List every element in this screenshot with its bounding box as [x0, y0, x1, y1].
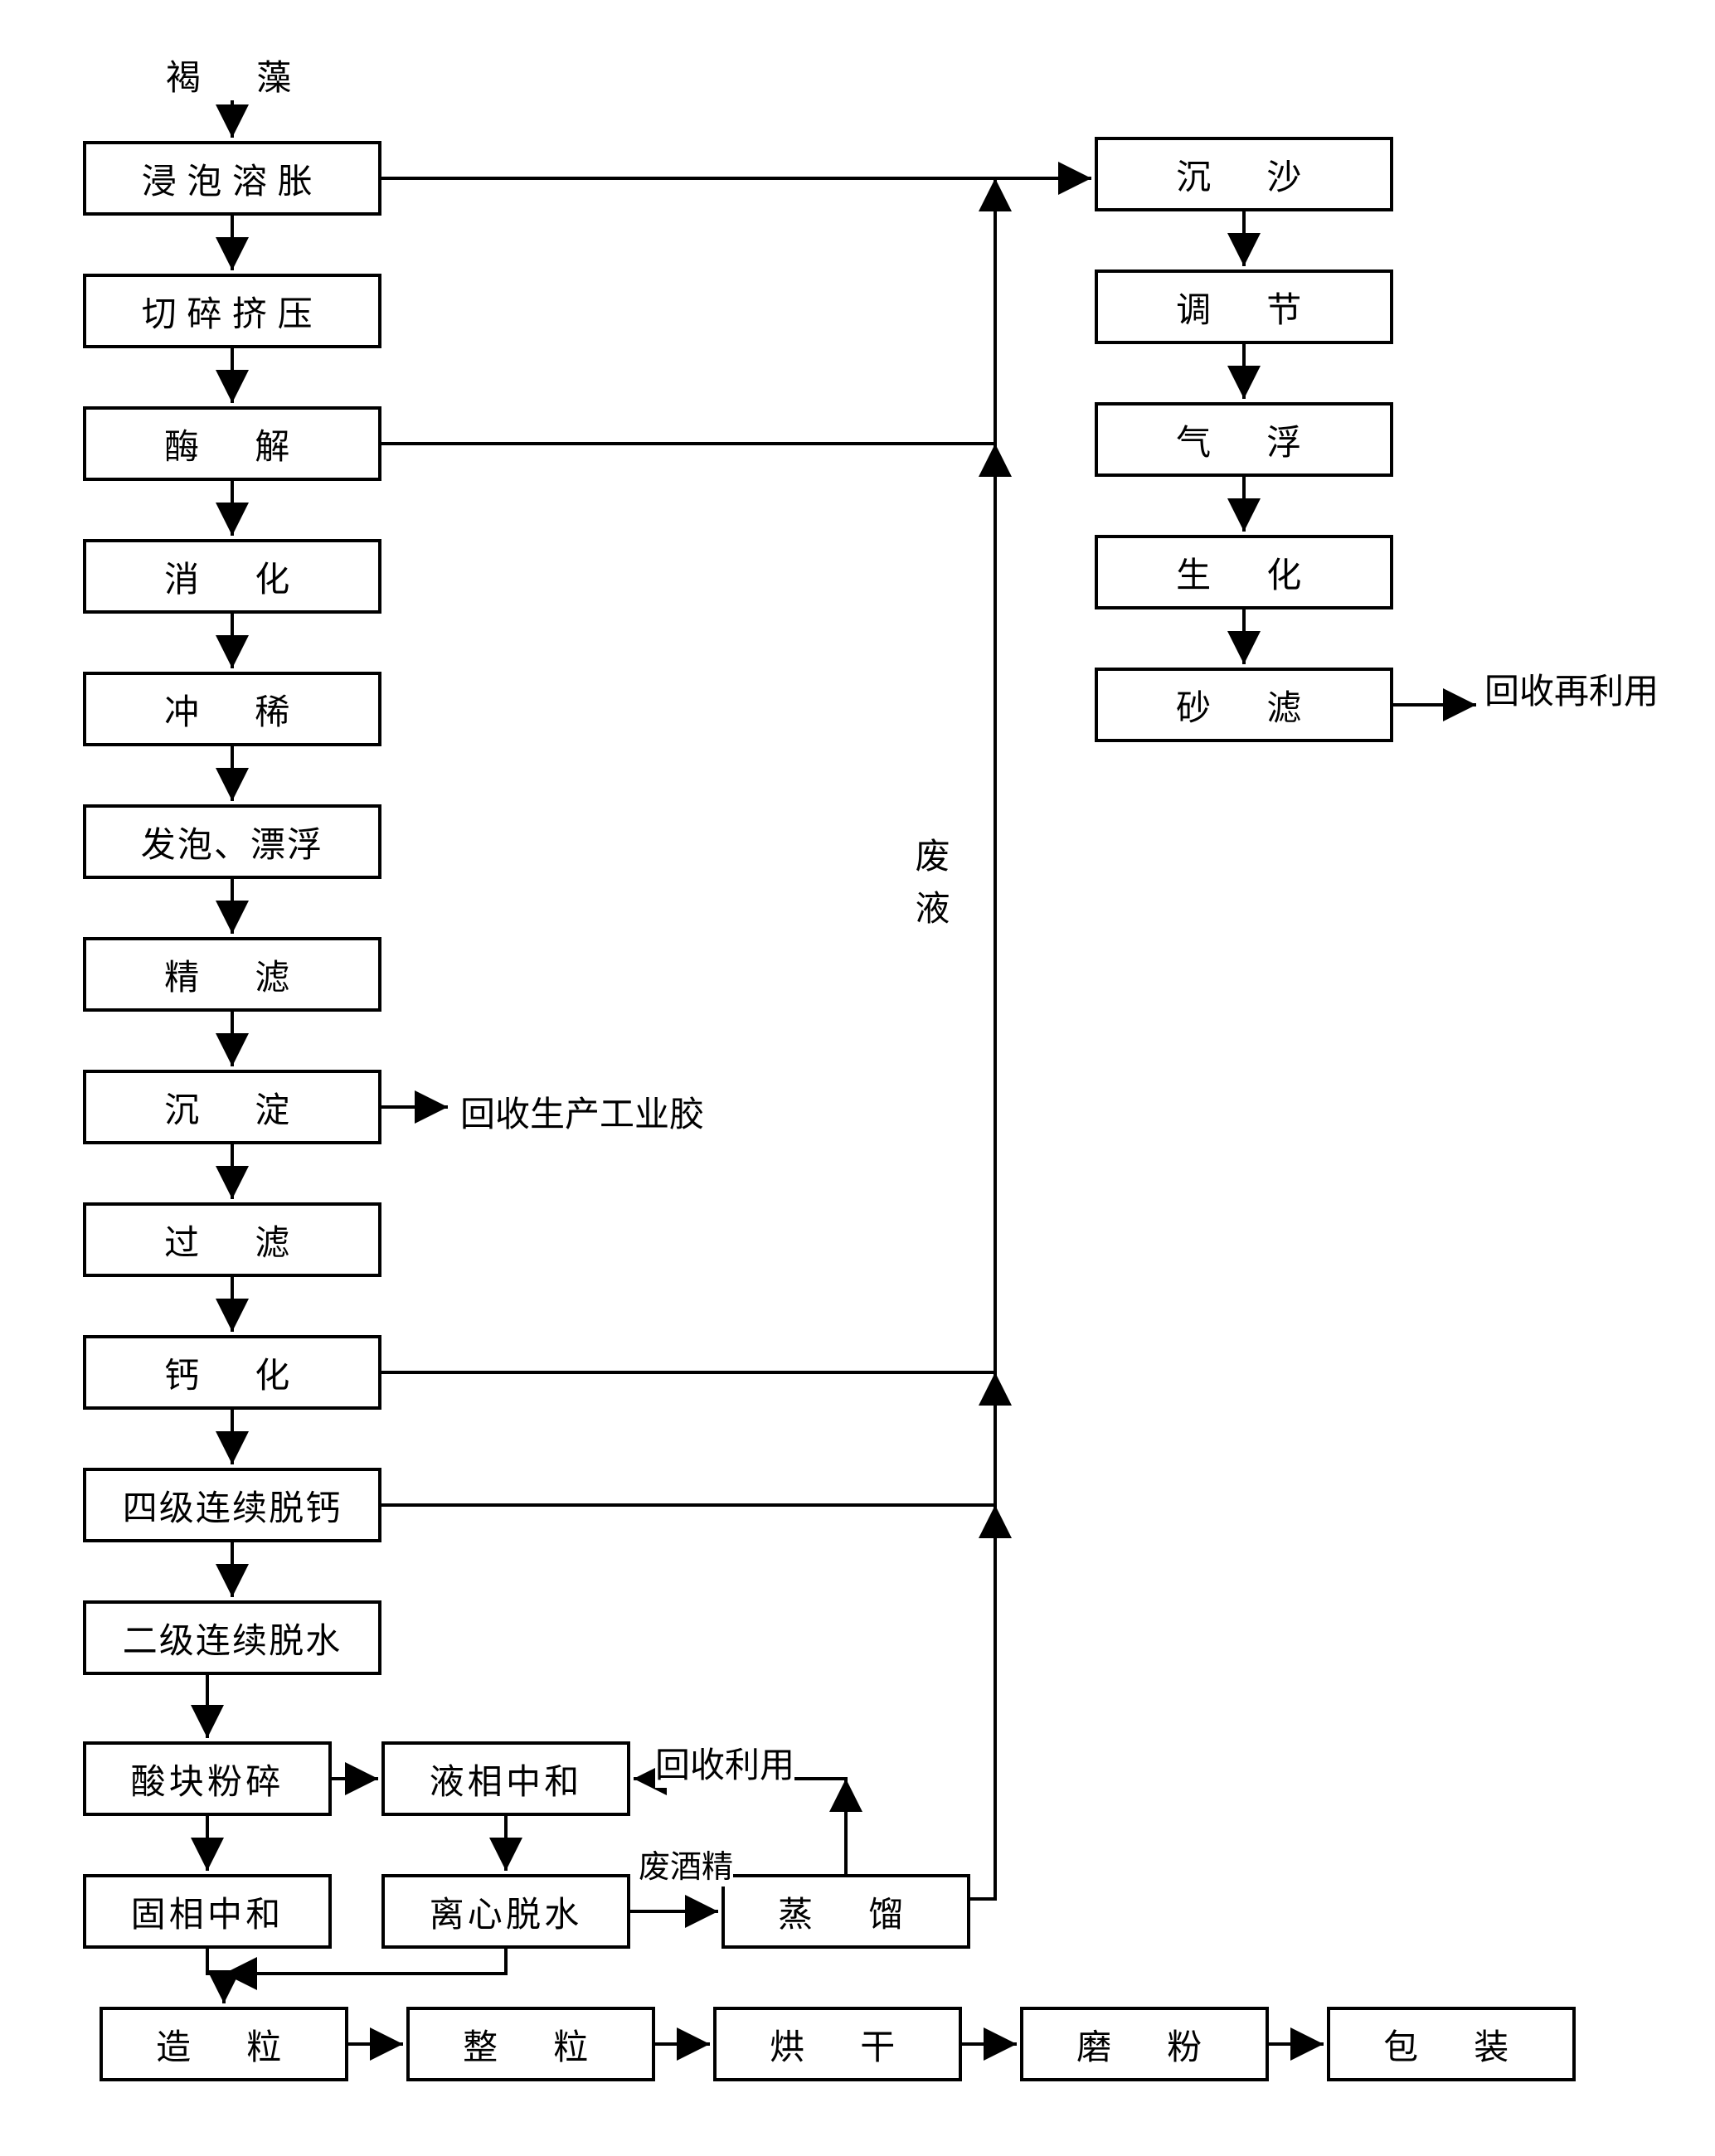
bottom-a-1: 固相中和: [83, 1874, 332, 1949]
right-box-0: 沉 沙: [1095, 137, 1393, 211]
left-box-10: 四级连续脱钙: [83, 1468, 381, 1542]
left-box-5: 发泡、漂浮: [83, 804, 381, 879]
bottom-b-0: 液相中和: [381, 1741, 630, 1816]
recycle-use-label: 回收利用: [655, 1737, 794, 1788]
left-box-0: 浸泡溶胀: [83, 141, 381, 216]
left-box-8: 过 滤: [83, 1202, 381, 1277]
left-box-7: 沉 淀: [83, 1070, 381, 1144]
bottom-a-0: 酸块粉碎: [83, 1741, 332, 1816]
left-box-4: 冲 稀: [83, 672, 381, 746]
right-box-1: 调 节: [1095, 270, 1393, 344]
left-box-11: 二级连续脱水: [83, 1600, 381, 1675]
recycle-glue-label: 回收生产工业胶: [460, 1086, 704, 1137]
left-box-2: 酶 解: [83, 406, 381, 481]
bottom-b-1: 离心脱水: [381, 1874, 630, 1949]
bottom-row-2: 烘 干: [713, 2007, 962, 2081]
start-label: 褐 藻: [166, 50, 302, 100]
waste-liquid-label: 废液: [904, 838, 955, 942]
left-box-9: 钙 化: [83, 1335, 381, 1410]
bottom-row-0: 造 粒: [100, 2007, 348, 2081]
waste-alcohol-label: 废酒精: [639, 1841, 733, 1886]
bottom-row-4: 包 装: [1327, 2007, 1576, 2081]
right-box-2: 气 浮: [1095, 402, 1393, 477]
left-box-6: 精 滤: [83, 937, 381, 1012]
right-box-3: 生 化: [1095, 535, 1393, 609]
recycle-reuse-label: 回收再利用: [1484, 663, 1659, 714]
left-box-3: 消 化: [83, 539, 381, 614]
left-box-1: 切碎挤压: [83, 274, 381, 348]
bottom-row-3: 磨 粉: [1020, 2007, 1269, 2081]
bottom-row-1: 整 粒: [406, 2007, 655, 2081]
right-box-4: 砂 滤: [1095, 668, 1393, 742]
distill-box: 蒸 馏: [721, 1874, 970, 1949]
